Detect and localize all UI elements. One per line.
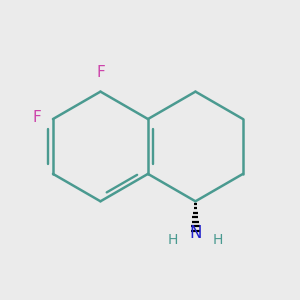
Text: N: N	[189, 224, 202, 242]
Text: F: F	[32, 110, 41, 125]
Text: F: F	[96, 65, 105, 80]
Text: H: H	[168, 232, 178, 247]
Text: H: H	[212, 232, 223, 247]
